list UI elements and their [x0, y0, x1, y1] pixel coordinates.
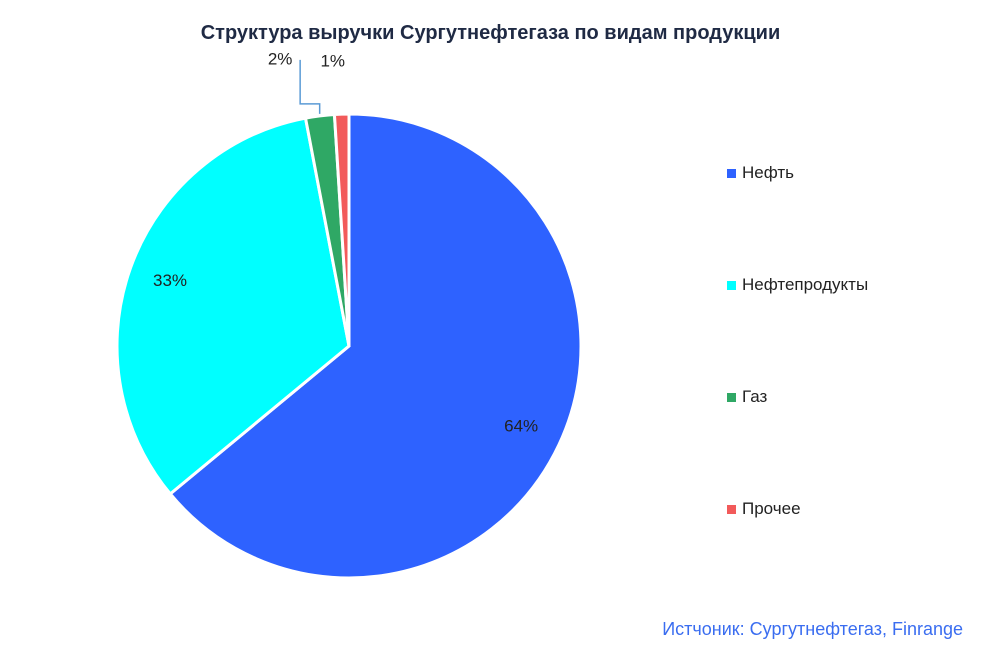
- legend-label: Нефтепродукты: [742, 275, 869, 294]
- slice-value-label-2: 33%: [153, 271, 187, 290]
- legend-swatch: [727, 168, 736, 178]
- leader-line: [299, 59, 321, 114]
- legend-item: Газ: [727, 387, 767, 407]
- legend-label: Прочее: [742, 499, 801, 518]
- legend-item: Нефтепродукты: [727, 275, 868, 295]
- slice-value-label-1: 64%: [504, 416, 538, 435]
- legend-label: Нефть: [742, 163, 794, 182]
- legend-swatch: [727, 504, 736, 514]
- pie-slice-1: [168, 112, 583, 580]
- legend-item: Прочее: [727, 499, 801, 519]
- slice-value-label-4: 1%: [320, 51, 345, 70]
- chart-title: Структура выручки Сургутнефтегаза по вид…: [200, 22, 781, 44]
- pie-slice-4: [332, 112, 351, 347]
- legend-label: Газ: [742, 387, 768, 406]
- legend-swatch: [727, 280, 736, 290]
- source-note: Истчоник: Сургутнефтегаз, Finrange: [662, 619, 963, 639]
- slice-value-label-3: 2%: [268, 49, 293, 68]
- pie-slice-2: [115, 116, 351, 496]
- legend-swatch: [727, 392, 736, 402]
- legend-item: Нефть: [727, 163, 794, 183]
